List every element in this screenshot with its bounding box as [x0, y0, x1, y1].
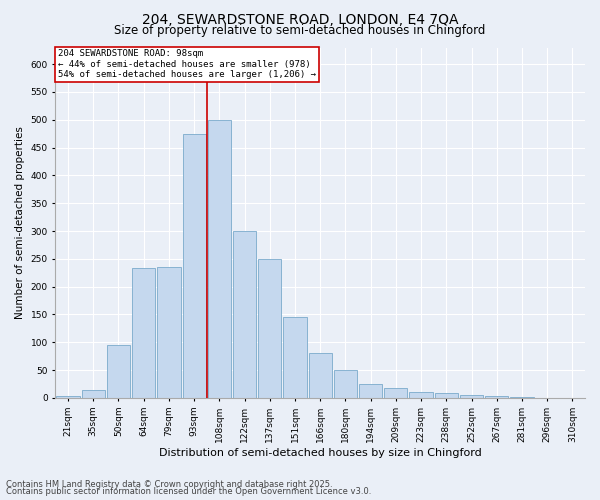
- Bar: [409, 392, 433, 398]
- Bar: [258, 259, 281, 398]
- Bar: [435, 394, 458, 398]
- Bar: [233, 231, 256, 398]
- Bar: [208, 120, 231, 398]
- Text: 204, SEWARDSTONE ROAD, LONDON, E4 7QA: 204, SEWARDSTONE ROAD, LONDON, E4 7QA: [142, 12, 458, 26]
- Bar: [384, 388, 407, 398]
- Text: Contains HM Land Registry data © Crown copyright and database right 2025.: Contains HM Land Registry data © Crown c…: [6, 480, 332, 489]
- Bar: [359, 384, 382, 398]
- Bar: [157, 267, 181, 398]
- X-axis label: Distribution of semi-detached houses by size in Chingford: Distribution of semi-detached houses by …: [159, 448, 482, 458]
- Bar: [485, 396, 508, 398]
- Bar: [182, 134, 206, 398]
- Bar: [334, 370, 357, 398]
- Text: Size of property relative to semi-detached houses in Chingford: Size of property relative to semi-detach…: [115, 24, 485, 37]
- Bar: [460, 395, 483, 398]
- Bar: [308, 354, 332, 398]
- Bar: [82, 390, 105, 398]
- Y-axis label: Number of semi-detached properties: Number of semi-detached properties: [15, 126, 25, 319]
- Text: Contains public sector information licensed under the Open Government Licence v3: Contains public sector information licen…: [6, 487, 371, 496]
- Text: 204 SEWARDSTONE ROAD: 98sqm
← 44% of semi-detached houses are smaller (978)
54% : 204 SEWARDSTONE ROAD: 98sqm ← 44% of sem…: [58, 50, 316, 79]
- Bar: [56, 396, 80, 398]
- Bar: [132, 268, 155, 398]
- Bar: [283, 318, 307, 398]
- Bar: [107, 345, 130, 398]
